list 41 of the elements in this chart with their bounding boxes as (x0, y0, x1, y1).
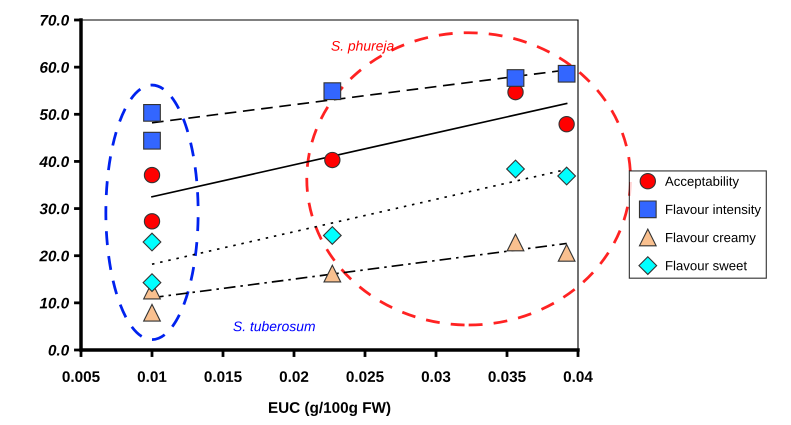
point (324, 152, 341, 168)
y-tick-label: 60.0 (40, 62, 70, 73)
x-tick-label: 0.025 (346, 371, 384, 382)
point (558, 64, 576, 83)
x-tick-label: 0.02 (280, 371, 308, 382)
legend-label: Flavour creamy (666, 232, 756, 245)
legend-label: Flavour sweet (666, 260, 747, 270)
point (143, 104, 161, 122)
point (557, 166, 576, 186)
y-tick-label: 40.0 (39, 156, 70, 168)
point (506, 69, 524, 87)
point (144, 166, 160, 184)
y-tick-label: 20.0 (39, 250, 70, 262)
point (323, 264, 342, 283)
point (143, 132, 161, 150)
x-tick-label: 0.005 (62, 371, 100, 382)
x-tick-label: 0.04 (564, 371, 593, 382)
y-tick-label: 70.0 (40, 14, 70, 26)
point (558, 116, 575, 132)
x-axis-title: EUC (g/100g FW) (268, 402, 390, 416)
point (143, 304, 161, 322)
y-tick-label: 10.0 (40, 298, 70, 309)
legend-label: Flavour intensity (666, 204, 761, 217)
y-tick-label: 0.0 (48, 344, 70, 356)
point (323, 82, 342, 100)
legend-label: Acceptability (664, 176, 739, 189)
annotation: S. tuberosum (233, 321, 315, 332)
point (142, 273, 162, 292)
y-tick-label: 30.0 (40, 203, 70, 214)
x-tick-label: 0.035 (488, 371, 526, 382)
point (506, 234, 524, 252)
x-tick-label: 0.015 (204, 371, 242, 382)
x-tick-label: 0.01 (138, 371, 166, 382)
point (144, 213, 160, 230)
point (142, 232, 162, 252)
point (322, 226, 342, 245)
point (506, 160, 525, 178)
point (558, 244, 576, 262)
y-tick-label: 50.0 (40, 109, 70, 120)
x-tick-label: 0.03 (422, 371, 450, 382)
annotation: S. phureja (331, 40, 394, 54)
